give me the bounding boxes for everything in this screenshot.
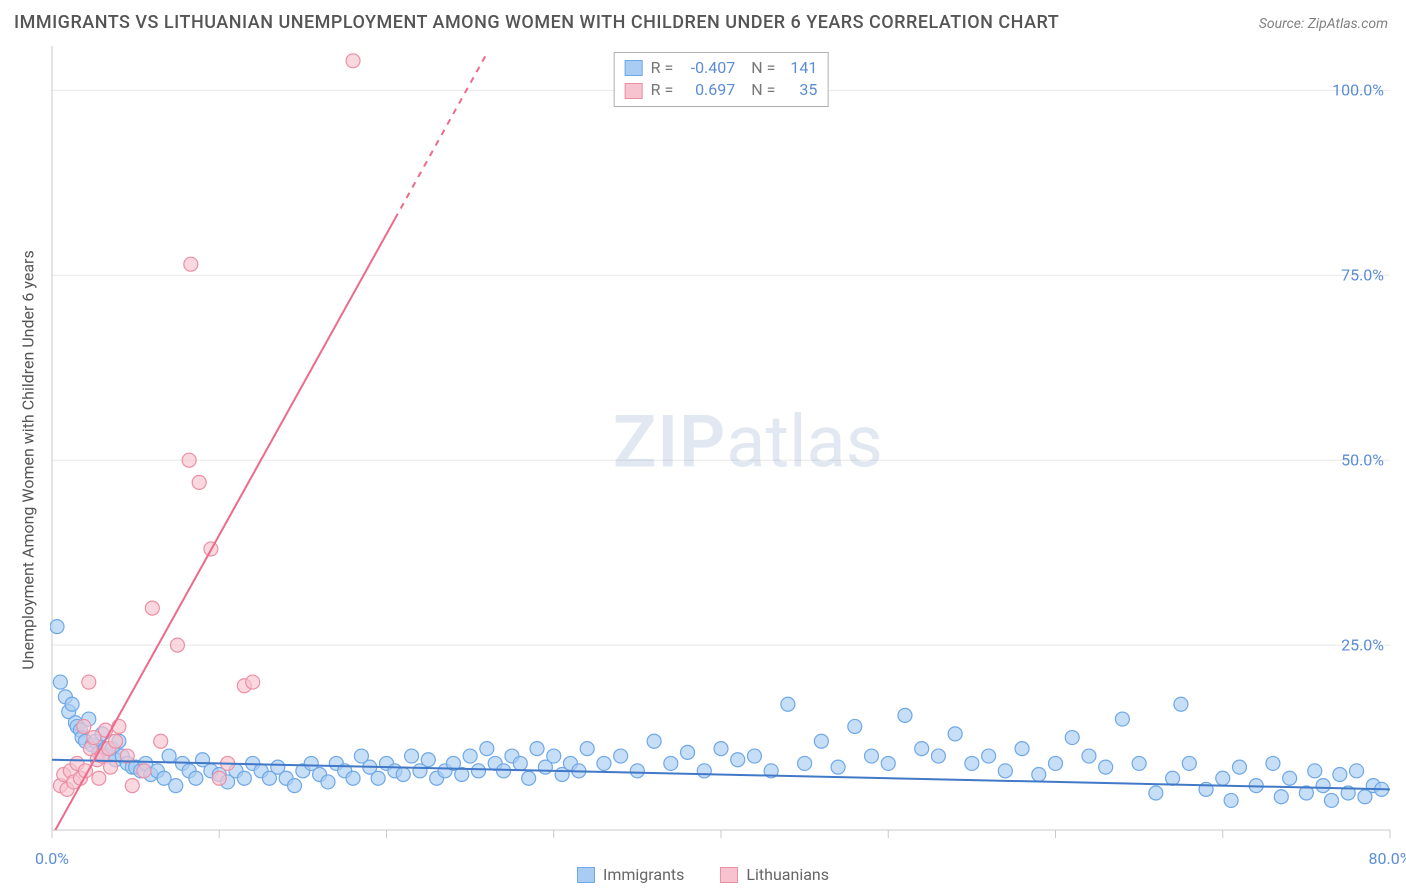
swatch-immigrants: [625, 60, 643, 76]
chart-title: IMMIGRANTS VS LITHUANIAN UNEMPLOYMENT AM…: [14, 12, 1059, 33]
r-label: R =: [651, 57, 674, 79]
stats-legend: R = -0.407 N = 141 R = 0.697 N = 35: [614, 52, 829, 107]
r-value-immigrants: -0.407: [681, 57, 735, 79]
legend-label-immigrants: Immigrants: [603, 865, 684, 884]
n-label: N =: [743, 79, 775, 101]
y-tick-label: 25.0%: [1341, 636, 1384, 655]
scatter-chart: [50, 44, 1392, 840]
stats-row-lithuanians: R = 0.697 N = 35: [625, 79, 818, 101]
source-label: Source: ZipAtlas.com: [1259, 16, 1388, 32]
x-tick-label: 0.0%: [35, 849, 69, 868]
chart-area: R = -0.407 N = 141 R = 0.697 N = 35 ZIPa…: [50, 44, 1392, 840]
swatch-immigrants-icon: [577, 867, 595, 883]
n-value-lithuanians: 35: [783, 79, 817, 101]
bottom-legend: Immigrants Lithuanians: [577, 865, 829, 884]
y-tick-label: 50.0%: [1341, 451, 1384, 470]
legend-label-lithuanians: Lithuanians: [746, 865, 829, 884]
x-tick-label: 80.0%: [1369, 849, 1406, 868]
r-label: R =: [651, 79, 674, 101]
swatch-lithuanians: [625, 83, 643, 99]
r-value-lithuanians: 0.697: [681, 79, 735, 101]
n-value-immigrants: 141: [783, 57, 817, 79]
y-tick-label: 100.0%: [1332, 81, 1384, 100]
swatch-lithuanians-icon: [720, 867, 738, 883]
legend-item-lithuanians: Lithuanians: [720, 865, 829, 884]
n-label: N =: [743, 57, 775, 79]
y-axis-label: Unemployment Among Women with Children U…: [19, 250, 38, 669]
legend-item-immigrants: Immigrants: [577, 865, 684, 884]
stats-row-immigrants: R = -0.407 N = 141: [625, 57, 818, 79]
y-tick-label: 75.0%: [1341, 266, 1384, 285]
